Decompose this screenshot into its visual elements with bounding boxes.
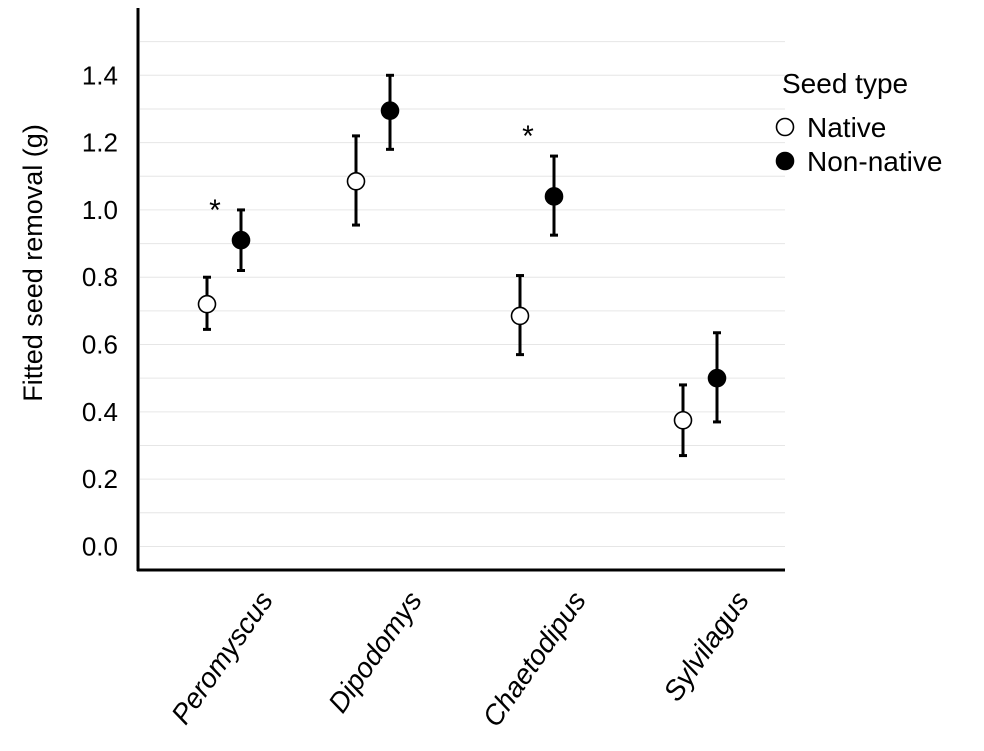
y-tick-label: 0.2 (82, 464, 118, 494)
significance-star: * (209, 194, 221, 227)
x-category-label: Dipodomys (322, 586, 428, 719)
point-native (346, 172, 366, 191)
axes (136, 8, 785, 572)
y-tick-label: 0.6 (82, 330, 118, 360)
legend-marker-native (775, 117, 795, 137)
y-tick-label: 0.8 (82, 262, 118, 292)
point-non-native (707, 368, 727, 388)
significance-annotations: ** (209, 120, 534, 227)
legend-label: Native (807, 112, 886, 143)
point-native (673, 410, 693, 430)
y-tick-label: 1.2 (82, 128, 118, 158)
legend-title: Seed type (782, 68, 908, 99)
legend-label: Non-native (807, 146, 942, 177)
point-non-native (231, 230, 251, 250)
x-category-label: Chaetodipus (476, 586, 592, 733)
legend-marker-non-native (775, 151, 795, 171)
y-tick-labels: 0.0 0.2 0.4 0.6 0.8 1.0 1.2 1.4 (82, 60, 118, 561)
point-native (197, 294, 217, 314)
point-non-native (380, 101, 400, 120)
y-axis-title: Fitted seed removal (g) (18, 124, 48, 402)
y-tick-label: 1.4 (82, 60, 118, 90)
data-points (197, 101, 727, 430)
error-bars (203, 73, 721, 458)
point-native (510, 306, 530, 326)
point-non-native (544, 187, 564, 206)
x-category-label: Peromyscus (165, 586, 279, 730)
y-tick-label: 0.0 (82, 531, 118, 561)
y-tick-label: 1.0 (82, 195, 118, 225)
significance-star: * (522, 120, 534, 153)
x-category-labels: Peromyscus Dipodomys Chaetodipus Sylvilagus (165, 586, 755, 733)
x-category-label: Sylvilagus (657, 586, 755, 707)
grid-lines (140, 41, 785, 547)
y-tick-label: 0.4 (82, 397, 118, 427)
